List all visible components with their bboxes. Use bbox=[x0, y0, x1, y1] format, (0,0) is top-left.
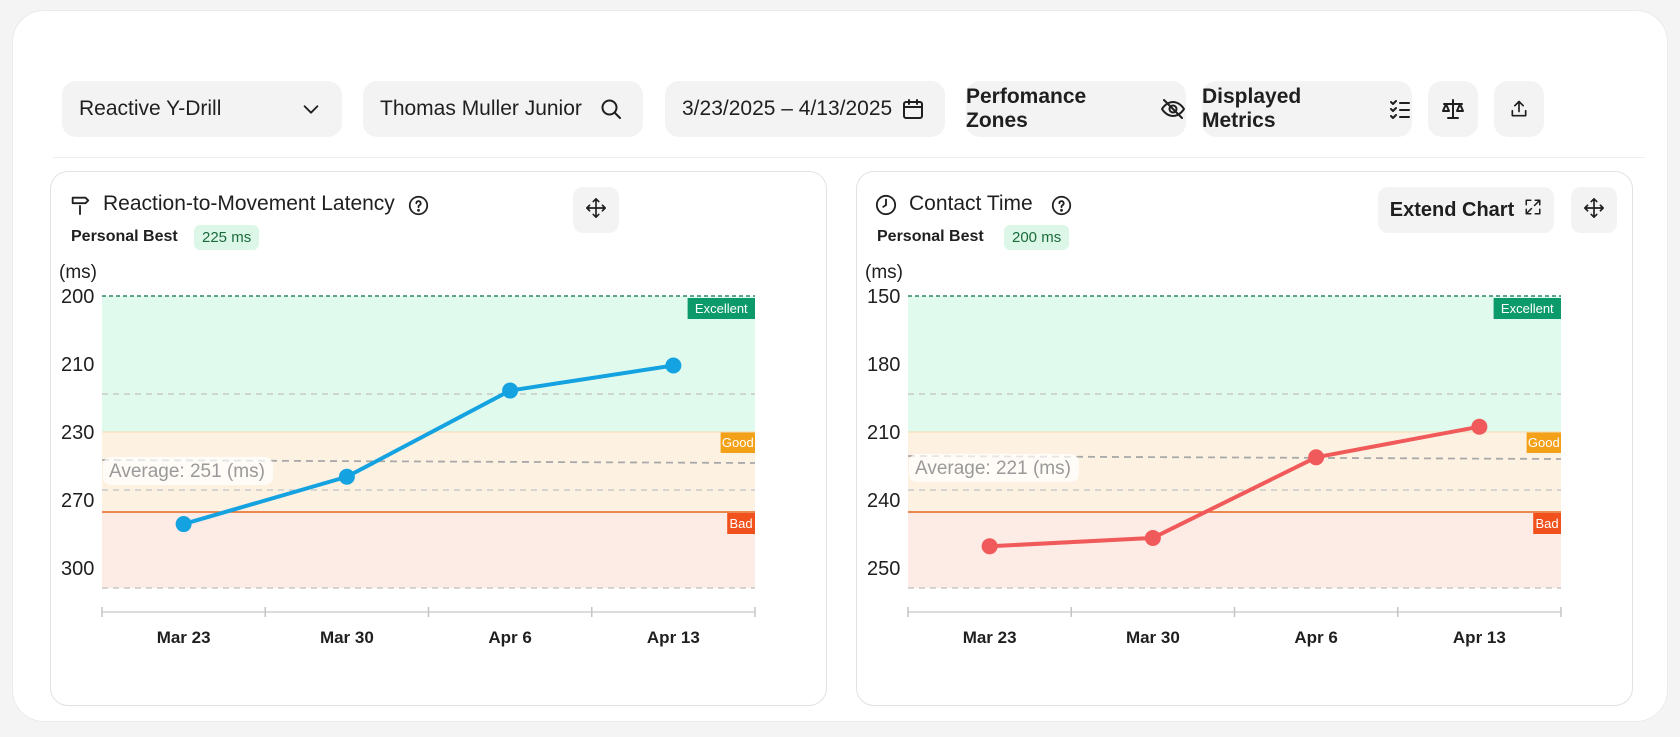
toolbar: Reactive Y-Drill Thomas Muller Junior 3/… bbox=[62, 81, 1646, 137]
drill-select-value: Reactive Y-Drill bbox=[79, 97, 222, 120]
data-point bbox=[1471, 418, 1488, 435]
latency-chart: Excellent Good Bad Average: 251 (ms) (ms) 200… bbox=[59, 262, 756, 647]
y-tick-label: 200 bbox=[61, 286, 94, 308]
checklist-icon bbox=[1388, 97, 1412, 121]
athlete-search-value: Thomas Muller Junior bbox=[380, 97, 582, 120]
zone-tag-label: Good bbox=[1528, 435, 1560, 450]
extend-chart-button[interactable]: Extend Chart bbox=[1378, 187, 1554, 233]
x-tick-label: Mar 30 bbox=[1126, 628, 1180, 647]
average-label-bg bbox=[103, 457, 273, 485]
calendar-icon[interactable] bbox=[901, 97, 925, 121]
contact-time-chart: Excellent Good Bad Average: 221 (ms) (ms) 150… bbox=[865, 262, 1562, 647]
average-label-bg bbox=[909, 454, 1079, 482]
personal-best-badge: 200 ms bbox=[1004, 225, 1070, 250]
chart-title: Contact Time bbox=[909, 192, 1033, 215]
data-point bbox=[1144, 529, 1161, 546]
y-tick-label: 180 bbox=[867, 354, 900, 376]
expand-icon bbox=[1524, 198, 1542, 222]
zone-tag-bad bbox=[1533, 513, 1561, 534]
performance-zones-label: Perfomance Zones bbox=[966, 85, 1087, 132]
average-label: Average: 221 (ms) bbox=[915, 458, 1071, 479]
chart-title: Reaction-to-Movement Latency bbox=[103, 192, 395, 215]
y-tick-label: 300 bbox=[61, 558, 94, 580]
average-label: Average: 251 (ms) bbox=[109, 461, 265, 482]
share-icon bbox=[1509, 99, 1529, 119]
x-tick-label: Apr 6 bbox=[1294, 628, 1337, 647]
x-tick-label: Mar 30 bbox=[320, 628, 374, 647]
zone-tag-excellent bbox=[1493, 298, 1561, 319]
zone-excellent bbox=[908, 296, 1561, 432]
data-point bbox=[665, 357, 682, 374]
personal-best-badge: 225 ms bbox=[194, 225, 260, 250]
date-range-picker[interactable]: 3/23/2025 – 4/13/2025 bbox=[665, 81, 945, 137]
chevron-down-icon bbox=[300, 98, 322, 120]
drill-select[interactable]: Reactive Y-Drill bbox=[62, 81, 342, 137]
move-icon bbox=[1583, 197, 1605, 224]
zone-tag-good bbox=[720, 432, 755, 453]
zone-excellent bbox=[102, 296, 755, 432]
latency-chart-card: Reaction-to-Movement Latency Personal Be… bbox=[50, 171, 827, 706]
data-point bbox=[338, 468, 355, 485]
x-tick-label: Apr 6 bbox=[488, 628, 531, 647]
zone-tag-label: Excellent bbox=[695, 301, 748, 316]
clock-icon bbox=[875, 194, 897, 221]
x-tick-label: Apr 13 bbox=[1453, 628, 1506, 647]
zone-tag-label: Bad bbox=[730, 516, 753, 531]
search-icon[interactable] bbox=[599, 97, 623, 121]
y-tick-label: 230 bbox=[61, 422, 94, 444]
scale-icon bbox=[1440, 97, 1466, 121]
eye-off-icon bbox=[1160, 97, 1186, 121]
y-unit-label: (ms) bbox=[865, 262, 903, 283]
performance-zones-button[interactable]: Perfomance Zones bbox=[966, 81, 1186, 137]
y-tick-label: 210 bbox=[61, 354, 94, 376]
series-line bbox=[181, 363, 676, 527]
series-line bbox=[987, 424, 1482, 549]
move-icon bbox=[585, 197, 607, 224]
zone-tag-excellent bbox=[687, 298, 755, 319]
zone-bad bbox=[102, 512, 755, 588]
y-tick-label: 250 bbox=[867, 558, 900, 580]
move-chart-button[interactable] bbox=[1571, 187, 1617, 233]
contact-time-chart-card: Contact Time Personal Best 200 ms Extend… bbox=[856, 171, 1633, 706]
data-point bbox=[981, 538, 998, 555]
zone-tag-good bbox=[1526, 432, 1561, 453]
zone-tag-label: Good bbox=[722, 435, 754, 450]
data-point bbox=[1308, 449, 1325, 466]
y-tick-label: 210 bbox=[867, 422, 900, 444]
divider bbox=[53, 157, 1645, 158]
export-button[interactable] bbox=[1494, 81, 1544, 137]
zone-tag-label: Excellent bbox=[1501, 301, 1554, 316]
x-tick-label: Mar 23 bbox=[963, 628, 1017, 647]
y-tick-label: 240 bbox=[867, 490, 900, 512]
y-unit-label: (ms) bbox=[59, 262, 97, 283]
signpost-icon bbox=[69, 194, 91, 221]
displayed-metrics-button[interactable]: Displayed Metrics bbox=[1202, 81, 1412, 137]
compare-button[interactable] bbox=[1428, 81, 1478, 137]
date-range-value: 3/23/2025 – 4/13/2025 bbox=[682, 97, 893, 120]
zone-bad bbox=[908, 512, 1561, 588]
dashboard-panel: Reactive Y-Drill Thomas Muller Junior 3/… bbox=[12, 10, 1668, 722]
data-point bbox=[502, 382, 519, 399]
zone-tag-label: Bad bbox=[1536, 516, 1559, 531]
x-tick-label: Mar 23 bbox=[157, 628, 211, 647]
y-tick-label: 150 bbox=[867, 286, 900, 308]
athlete-search-input[interactable]: Thomas Muller Junior bbox=[363, 81, 643, 137]
zone-tag-bad bbox=[727, 513, 755, 534]
displayed-metrics-label: Displayed Metrics bbox=[1202, 85, 1302, 132]
help-icon[interactable] bbox=[408, 195, 429, 221]
personal-best-label: Personal Best bbox=[71, 228, 178, 245]
move-chart-button[interactable] bbox=[573, 187, 619, 233]
help-icon[interactable] bbox=[1051, 195, 1072, 221]
x-tick-label: Apr 13 bbox=[647, 628, 700, 647]
extend-chart-label: Extend Chart bbox=[1389, 198, 1515, 221]
personal-best-label: Personal Best bbox=[877, 228, 984, 245]
y-tick-label: 270 bbox=[61, 490, 94, 512]
data-point bbox=[175, 516, 192, 533]
